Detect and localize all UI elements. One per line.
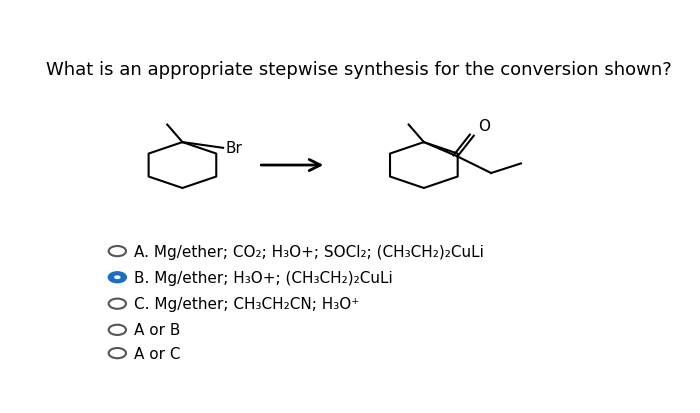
Text: A. Mg/ether; CO₂; H₃O+; SOCl₂; (CH₃CH₂)₂CuLi: A. Mg/ether; CO₂; H₃O+; SOCl₂; (CH₃CH₂)₂… [134, 244, 484, 259]
Text: O: O [478, 119, 490, 134]
Text: A or B: A or B [134, 323, 180, 337]
Text: What is an appropriate stepwise synthesis for the conversion shown?: What is an appropriate stepwise synthesi… [46, 61, 671, 78]
Text: Br: Br [226, 141, 243, 156]
Circle shape [114, 275, 120, 280]
Circle shape [108, 273, 126, 282]
Text: C. Mg/ether; CH₃CH₂CN; H₃O⁺: C. Mg/ether; CH₃CH₂CN; H₃O⁺ [134, 297, 359, 311]
Text: A or C: A or C [134, 346, 180, 361]
Text: B. Mg/ether; H₃O+; (CH₃CH₂)₂CuLi: B. Mg/ether; H₃O+; (CH₃CH₂)₂CuLi [134, 270, 393, 285]
Circle shape [108, 325, 126, 335]
Circle shape [108, 247, 126, 256]
Circle shape [108, 299, 126, 309]
Circle shape [108, 348, 126, 358]
